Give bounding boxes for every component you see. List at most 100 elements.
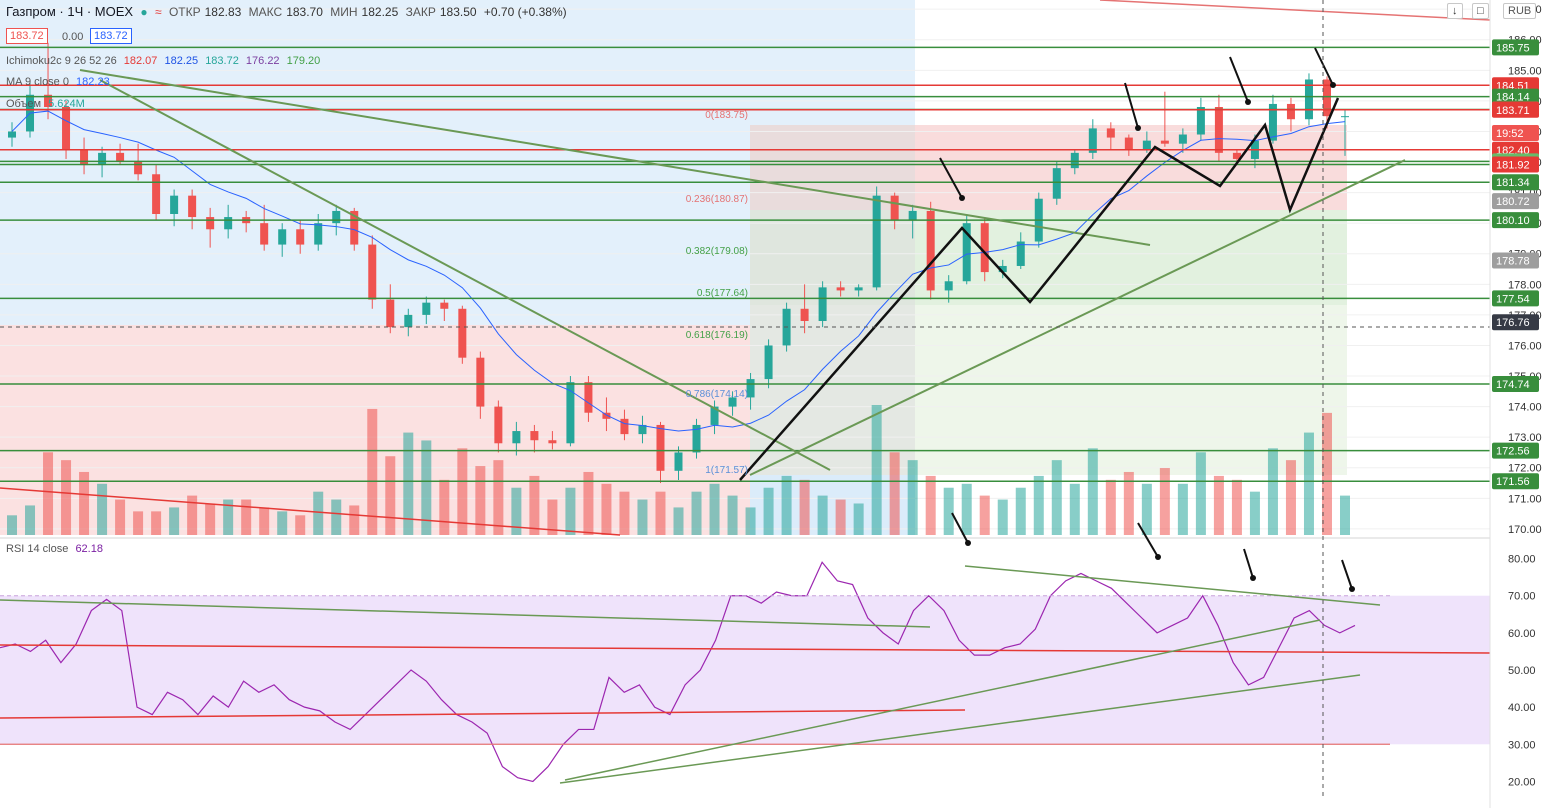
- gray-zone: [750, 125, 915, 475]
- candle-body: [836, 287, 845, 291]
- arrow-head: [1349, 586, 1355, 592]
- volume-bar: [151, 511, 162, 535]
- volume-bar: [925, 475, 936, 535]
- price-badge: [1492, 39, 1539, 56]
- blue-zone-low: [750, 475, 915, 535]
- volume-bar: [1141, 483, 1152, 535]
- candle-body: [80, 149, 89, 166]
- candle-body: [1304, 79, 1313, 120]
- arrow: [1314, 47, 1334, 86]
- arrow: [1341, 559, 1353, 590]
- visibility-icon[interactable]: ●: [140, 5, 148, 19]
- volume-bar: [1340, 495, 1350, 535]
- candle-body: [1052, 168, 1061, 199]
- rsi-trend-line: [0, 644, 1491, 654]
- volume-bar: [1285, 460, 1296, 535]
- volume-bar: [1051, 460, 1062, 535]
- candle-body: [278, 229, 287, 245]
- fib-level-label: 0.5(177.64): [697, 288, 748, 299]
- candle-body: [692, 424, 701, 453]
- candle-body: [1016, 241, 1025, 266]
- price-badge-label: 184.14: [1496, 92, 1530, 104]
- rsi-tick-label: 40.00: [1508, 702, 1536, 714]
- volume-bar: [169, 507, 180, 535]
- candle-body: [98, 152, 107, 166]
- candle-body: [1142, 140, 1151, 150]
- price-badge: [1492, 314, 1539, 331]
- volume-bar: [691, 491, 702, 535]
- volume-bar: [547, 499, 558, 535]
- volume-bar: [817, 495, 828, 535]
- candle-body: [566, 382, 575, 444]
- ma-value: 182.23: [76, 76, 110, 88]
- price-badge-label: 183.71: [1496, 105, 1530, 117]
- candle-body: [296, 229, 305, 245]
- compare-icon[interactable]: ≈: [155, 5, 162, 19]
- rsi-trend-line: [964, 565, 1381, 606]
- volume-bar: [475, 466, 486, 535]
- price-badge-label: 185.75: [1496, 42, 1530, 54]
- wave-pattern: [739, 97, 1340, 481]
- volume-bar: [763, 487, 774, 535]
- arrow: [1137, 522, 1159, 558]
- volume-bar: [439, 479, 450, 535]
- ma-label: MA 9 close 0: [6, 76, 69, 88]
- volume-bar: [1303, 432, 1314, 535]
- volume-bar: [403, 432, 414, 535]
- maximize-button[interactable]: □: [1472, 3, 1489, 19]
- volume-bar: [493, 460, 504, 535]
- symbol-title[interactable]: Газпром · 1Ч · MOEX: [6, 4, 134, 19]
- candle-body: [1106, 128, 1115, 138]
- candle-body: [1160, 140, 1169, 144]
- candle-body: [728, 397, 737, 407]
- volume-legend[interactable]: Объем 5.624M: [6, 98, 89, 110]
- buy-price-box[interactable]: 183.72: [90, 28, 132, 44]
- price-badge-label: 177.54: [1496, 293, 1530, 305]
- trend-line: [749, 159, 1406, 476]
- volume-bar: [1069, 483, 1080, 535]
- change-value: +0.70 (+0.38%): [483, 5, 567, 19]
- scroll-down-button[interactable]: ↓: [1447, 3, 1463, 19]
- arrow-head: [1135, 125, 1141, 131]
- candle-body: [8, 131, 16, 138]
- candle-body: [890, 195, 899, 221]
- arrow: [951, 512, 969, 544]
- candle-body: [170, 195, 179, 214]
- arrow-head: [1155, 554, 1161, 560]
- volume-bar: [601, 483, 612, 535]
- volume-bar: [223, 499, 234, 535]
- sell-price-box[interactable]: 183.72: [6, 28, 48, 44]
- candle-body: [368, 244, 377, 300]
- candle-body: [1341, 116, 1349, 118]
- candle-body: [440, 302, 449, 309]
- currency-badge[interactable]: RUB: [1503, 3, 1537, 19]
- volume-bar: [1159, 468, 1170, 535]
- close-label: ЗАКР: [405, 5, 436, 19]
- price-badge-label: 178.78: [1496, 255, 1530, 267]
- ichimoku-value: 179.20: [286, 55, 321, 67]
- volume-label: Объем: [6, 98, 42, 110]
- low-value: 182.25: [361, 5, 399, 19]
- candle-body: [422, 302, 431, 315]
- candle-body: [1268, 103, 1277, 141]
- volume-bar: [457, 448, 468, 535]
- volume-bar: [961, 483, 972, 535]
- high-value: 183.70: [286, 5, 323, 19]
- ichimoku-value: 176.22: [245, 55, 280, 67]
- volume-bar: [367, 408, 378, 535]
- price-badge-label: 180.72: [1496, 196, 1530, 208]
- price-tick-label: 176.00: [1508, 340, 1542, 352]
- rsi-legend[interactable]: RSI 14 close 62.18: [6, 543, 107, 555]
- ichimoku-legend[interactable]: Ichimoku2c 9 26 52 26 182.07 182.25 183.…: [6, 55, 324, 67]
- rsi-tick-label: 50.00: [1508, 665, 1536, 677]
- candle-body: [872, 195, 881, 288]
- rsi-value: 62.18: [75, 543, 103, 555]
- volume-bar: [673, 507, 684, 535]
- candle-body: [224, 217, 233, 230]
- rsi-band: [0, 595, 1490, 745]
- volume-bar: [1105, 479, 1116, 535]
- price-badge: [1492, 156, 1539, 173]
- ma-legend[interactable]: MA 9 close 0 182.23: [6, 76, 114, 88]
- price-badge: [1492, 290, 1539, 307]
